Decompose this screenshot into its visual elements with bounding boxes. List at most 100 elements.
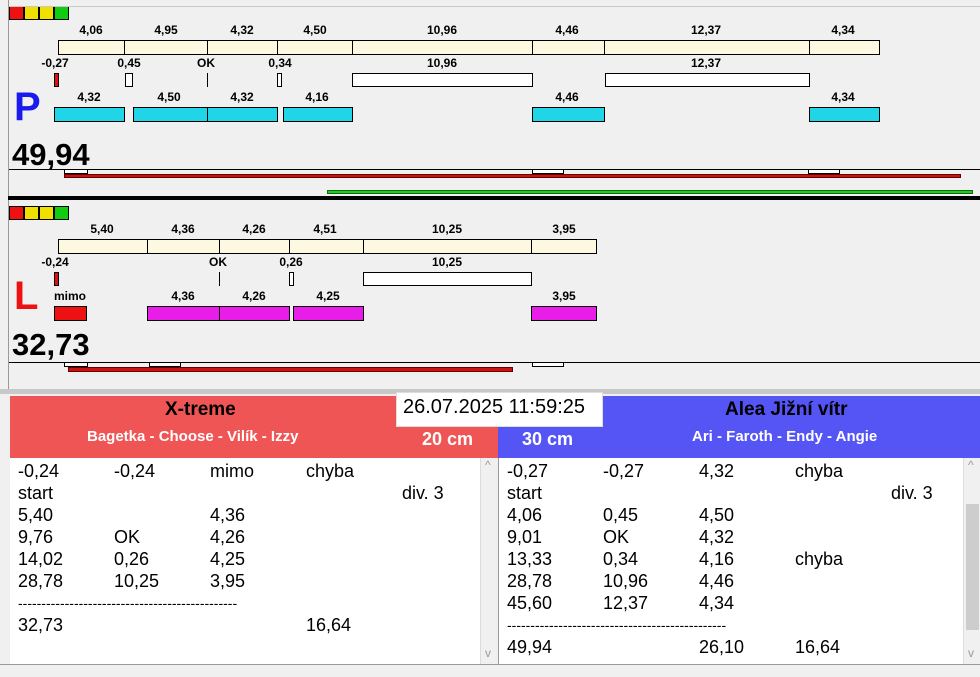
scroll-up-icon[interactable]: ^	[968, 458, 974, 472]
l-top-label: 4,26	[242, 222, 265, 236]
result-cell: div. 3	[402, 482, 444, 504]
result-cell: 12,37	[603, 592, 648, 614]
result-cell: start	[18, 482, 53, 504]
p-top-label: 4,95	[154, 23, 177, 37]
p-segment-divider	[532, 40, 533, 55]
result-cell: 16,64	[306, 614, 351, 636]
result-cell: 4,34	[699, 592, 734, 614]
p-segment-divider	[207, 40, 208, 55]
track-p-total: 49,94	[12, 139, 90, 171]
right-team-members: Ari - Faroth - Endy - Angie	[692, 428, 877, 445]
right-team-height: 30 cm	[522, 429, 573, 450]
p-segment-divider	[604, 40, 605, 55]
p-top-label: 10,96	[427, 23, 457, 37]
l-red-progress	[68, 367, 513, 372]
result-cell: OK	[114, 526, 140, 548]
p-top-label: 4,50	[303, 23, 326, 37]
l-mid-label: 10,25	[432, 255, 462, 269]
left-team-name: X-treme	[165, 399, 236, 421]
p-bottom-label: 4,32	[230, 90, 253, 104]
l-top-label: 5,40	[90, 222, 113, 236]
result-cell: start	[507, 482, 542, 504]
l-start-marker	[54, 272, 59, 286]
p-marker	[125, 73, 133, 87]
p-segment-divider	[277, 40, 278, 55]
l-top-label: 10,25	[432, 222, 462, 236]
left-scrollbar[interactable]: ^ v	[480, 458, 498, 664]
bottom-border	[0, 664, 980, 677]
result-cell: 5,40	[18, 504, 53, 526]
p-top-label: 4,34	[831, 23, 854, 37]
l-magenta-bar	[219, 306, 290, 321]
result-cell: OK	[603, 526, 629, 548]
p-long-marker	[352, 73, 533, 87]
p-segment-divider	[124, 40, 125, 55]
p-top-label: 12,37	[691, 23, 721, 37]
result-divider: ----------------------------------------…	[507, 614, 726, 636]
result-cell: 14,02	[18, 548, 63, 570]
lamp-yellow-2	[39, 6, 54, 20]
result-cell: 32,73	[18, 614, 63, 636]
l-ok-tick	[219, 272, 220, 286]
p-bottom-label: 4,50	[157, 90, 180, 104]
track-l-total: 32,73	[12, 329, 90, 361]
p-ok-tick	[207, 73, 208, 87]
lamp-red	[9, 206, 24, 220]
result-divider: ----------------------------------------…	[18, 592, 237, 614]
lamp-yellow-1	[24, 206, 39, 220]
p-top-label: 4,32	[230, 23, 253, 37]
scroll-down-icon[interactable]: v	[485, 646, 491, 660]
result-cell: 16,64	[795, 636, 840, 658]
scroll-down-icon[interactable]: v	[968, 646, 974, 660]
p-mid-label: -0,27	[41, 56, 68, 70]
p-bottom-label: 4,34	[831, 90, 854, 104]
lamp-yellow-1	[24, 6, 39, 20]
p-bottom-label: 4,46	[555, 90, 578, 104]
p-cyan-bar	[54, 107, 125, 122]
scroll-thumb[interactable]	[966, 504, 979, 630]
l-magenta-bar	[531, 306, 597, 321]
p-mid-label: 0,34	[268, 56, 291, 70]
l-red-bar	[54, 306, 87, 321]
right-team-name: Alea Jižní vítr	[725, 399, 848, 421]
l-progress-marker	[532, 362, 564, 367]
p-segment-divider	[809, 40, 810, 55]
result-cell: 26,10	[699, 636, 744, 658]
right-scrollbar[interactable]: ^ v	[963, 458, 980, 664]
l-bottom-label: 4,26	[242, 289, 265, 303]
l-long-marker	[363, 272, 532, 286]
result-cell: 10,25	[114, 570, 159, 592]
result-cell: -0,27	[507, 460, 548, 482]
p-cyan-bar	[283, 107, 353, 122]
result-cell: mimo	[210, 460, 254, 482]
result-cell: 4,50	[699, 504, 734, 526]
result-cell: -0,24	[18, 460, 59, 482]
l-bottom-label: 4,25	[316, 289, 339, 303]
p-start-marker	[54, 73, 59, 87]
l-segment-divider	[289, 239, 290, 254]
result-cell: 4,16	[699, 548, 734, 570]
result-cell: 9,76	[18, 526, 53, 548]
right-results-panel[interactable]: ^ v -0,27 -0,27 4,32 chyba start div. 3 4,06 0,…	[499, 458, 980, 664]
l-mid-label: 0,26	[279, 255, 302, 269]
l-segment-divider	[147, 239, 148, 254]
l-mid-label: -0,24	[41, 255, 68, 269]
left-results-panel[interactable]: ^ v -0,24 -0,24 mimo chyba start div. 3 5,40 4,…	[10, 458, 499, 664]
l-magenta-bar	[293, 306, 364, 321]
result-cell: 0,34	[603, 548, 638, 570]
scroll-up-icon[interactable]: ^	[485, 458, 491, 472]
p-segment-bar	[58, 40, 880, 55]
result-cell: 49,94	[507, 636, 552, 658]
result-cell: 28,78	[507, 570, 552, 592]
result-cell: 4,06	[507, 504, 542, 526]
p-cyan-bar	[809, 107, 880, 122]
result-cell: chyba	[306, 460, 354, 482]
datetime-display: 26.07.2025 11:59:25	[396, 392, 603, 427]
result-cell: 0,45	[603, 504, 638, 526]
lamp-red	[9, 6, 24, 20]
result-cell: 13,33	[507, 548, 552, 570]
result-cell: 4,36	[210, 504, 245, 526]
l-top-label: 3,95	[552, 222, 575, 236]
p-mid-label: 0,45	[117, 56, 140, 70]
result-cell: 4,32	[699, 460, 734, 482]
